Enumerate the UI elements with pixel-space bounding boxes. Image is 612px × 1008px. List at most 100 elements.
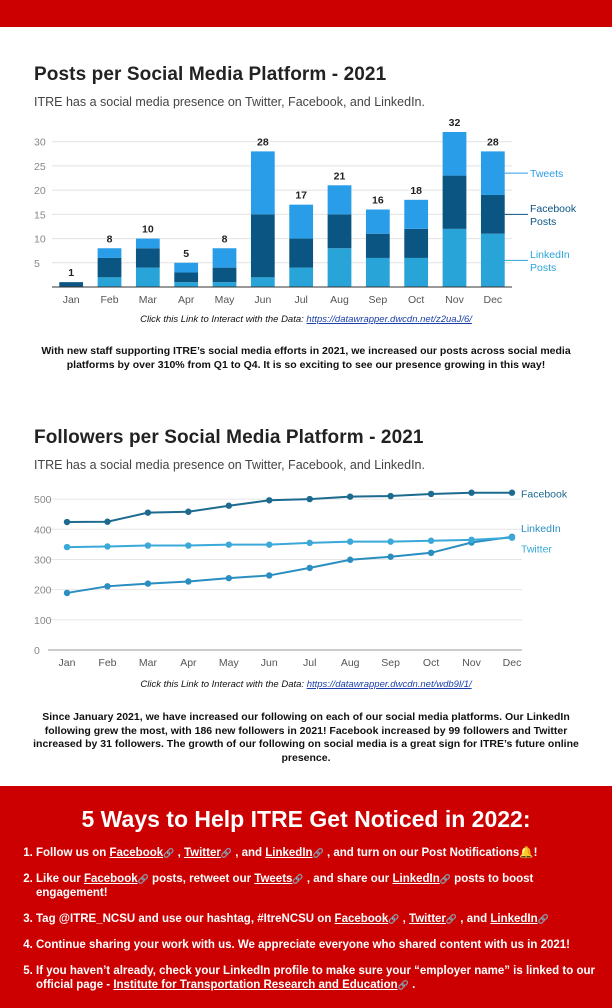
data-point	[346, 556, 354, 563]
followers-data-link[interactable]: https://datawrapper.dwcdn.net/wdb9l/1/	[306, 679, 472, 690]
posts-data-link[interactable]: https://datawrapper.dwcdn.net/z2uaJ/6/	[306, 314, 472, 325]
link-icon: 🔗	[163, 848, 175, 858]
data-point	[508, 534, 516, 541]
x-tick-label: Dec	[483, 294, 502, 306]
data-point	[144, 580, 152, 587]
bar-segment	[289, 204, 314, 239]
data-point	[468, 489, 475, 496]
way5-text-b: .	[408, 979, 416, 991]
x-tick-label: Sep	[368, 294, 387, 306]
way1-text-c: !	[533, 847, 538, 859]
bar-segment	[250, 277, 275, 287]
data-point	[387, 538, 394, 545]
x-tick-label: Jun	[261, 657, 278, 669]
link-icon: 🔗	[537, 914, 549, 924]
followers-paragraph: Since January 2021, we have increased ou…	[33, 711, 579, 764]
bar-segment	[442, 175, 467, 229]
x-tick-label: Mar	[139, 657, 158, 669]
bar-total-label: 10	[142, 224, 154, 236]
way-item-3: Tag @ITRE_NCSU and use our hashtag, #Itr…	[36, 912, 596, 926]
posts-paragraph: With new staff supporting ITRE’s social …	[41, 345, 571, 371]
y-tick-label: 30	[34, 137, 46, 149]
x-tick-label: Apr	[180, 657, 197, 669]
series-line	[66, 491, 512, 524]
way1-text-a: Follow us on	[36, 847, 110, 859]
data-point	[306, 495, 313, 503]
bar-total-label: 16	[372, 195, 384, 207]
linkedin-link[interactable]: LinkedIn	[490, 913, 538, 925]
data-point	[266, 572, 273, 579]
x-tick-label: Feb	[100, 294, 118, 306]
data-point	[346, 538, 354, 545]
y-tick-label: 25	[34, 161, 46, 173]
x-tick-label: May	[219, 657, 240, 669]
y-tick-label: 10	[34, 234, 46, 246]
facebook-link[interactable]: Facebook	[334, 913, 389, 925]
tweets-link[interactable]: Tweets	[254, 873, 293, 885]
x-tick-label: Jan	[59, 657, 76, 669]
bar-segment	[480, 151, 505, 195]
data-point	[104, 543, 111, 550]
link-icon: 🔗	[220, 848, 233, 858]
facebook-link[interactable]: Facebook	[83, 873, 138, 885]
bar-segment	[365, 233, 390, 258]
followers-chart-title: Followers per Social Media Platform - 20…	[34, 427, 424, 448]
data-point	[185, 578, 192, 585]
data-point	[387, 553, 394, 560]
data-point	[185, 542, 192, 549]
data-point	[266, 541, 273, 548]
twitter-link[interactable]: Twitter	[183, 847, 221, 859]
bar-segment	[365, 209, 390, 234]
posts-bar-chart: 5 10 15 20 25 30 1 Jan 8 Feb 10 Mar 5 Apr 8 May 28 Jun 17 J…	[34, 117, 577, 306]
posts-chart-subtitle: ITRE has a social media presence on Twit…	[34, 95, 425, 109]
x-tick-label: Jul	[303, 657, 316, 669]
way3-text-a: Tag @ITRE_NCSU and use our hashtag, #Itr…	[36, 913, 335, 925]
data-point	[306, 539, 313, 547]
y-tick-label: 5	[34, 258, 40, 270]
facebook-link[interactable]: Facebook	[109, 847, 164, 859]
y-tick-label: 300	[34, 554, 52, 566]
way-item-1: Follow us on Facebook🔗 , Twitter🔗 , and …	[36, 846, 596, 860]
bar-segment	[250, 214, 275, 278]
y-tick-label: 200	[34, 585, 52, 597]
posts-chart-title: Posts per Social Media Platform - 2021	[34, 64, 387, 85]
bar-segment	[327, 185, 352, 215]
bar-segment	[174, 282, 199, 287]
bar-segment	[59, 282, 84, 287]
bar-segment	[212, 267, 237, 283]
way2-text-c: , and share our	[303, 873, 393, 885]
x-tick-label: Jan	[63, 294, 80, 306]
twitter-link[interactable]: Twitter	[409, 913, 446, 925]
itre-linkedin-page-link[interactable]: Institute for Transportation Research an…	[113, 979, 398, 991]
y-tick-label: 100	[34, 615, 52, 627]
legend-label: Tweets	[530, 168, 563, 180]
legend-label: Posts	[530, 216, 556, 228]
y-tick-label: 500	[34, 494, 52, 506]
legend-label: Posts	[530, 262, 556, 274]
linkedin-link[interactable]: LinkedIn	[265, 847, 313, 859]
followers-line-chart: 0 100 200 300 400 500 Jan Feb Mar Apr May Jun Jul Aug…	[34, 489, 568, 669]
bar-segment	[135, 267, 160, 287]
ways-list: Follow us on Facebook🔗 , Twitter🔗 , and …	[16, 846, 596, 1004]
data-point	[306, 564, 313, 572]
followers-chart-subtitle: ITRE has a social media presence on Twit…	[34, 458, 425, 472]
x-tick-label: Dec	[503, 657, 522, 669]
x-tick-label: May	[215, 294, 236, 306]
bar-total-label: 1	[68, 267, 74, 279]
bar-segment	[442, 132, 467, 176]
link-icon: 🔗	[312, 848, 324, 858]
way-item-4: Continue sharing your work with us. We a…	[36, 938, 596, 952]
legend-label: Facebook	[530, 203, 577, 215]
bar-total-label: 8	[107, 233, 113, 245]
bar-segment	[404, 257, 429, 287]
linkedin-link[interactable]: LinkedIn	[392, 873, 440, 885]
way1-sep1: ,	[174, 847, 184, 859]
bar-segment	[212, 248, 237, 268]
data-point	[427, 537, 435, 544]
legend-label: LinkedIn	[521, 523, 561, 535]
bar-segment	[404, 199, 429, 229]
bar-segment	[289, 267, 314, 287]
x-tick-label: Aug	[330, 294, 349, 306]
bar-total-label: 28	[257, 136, 269, 148]
bar-total-label: 8	[222, 233, 228, 245]
